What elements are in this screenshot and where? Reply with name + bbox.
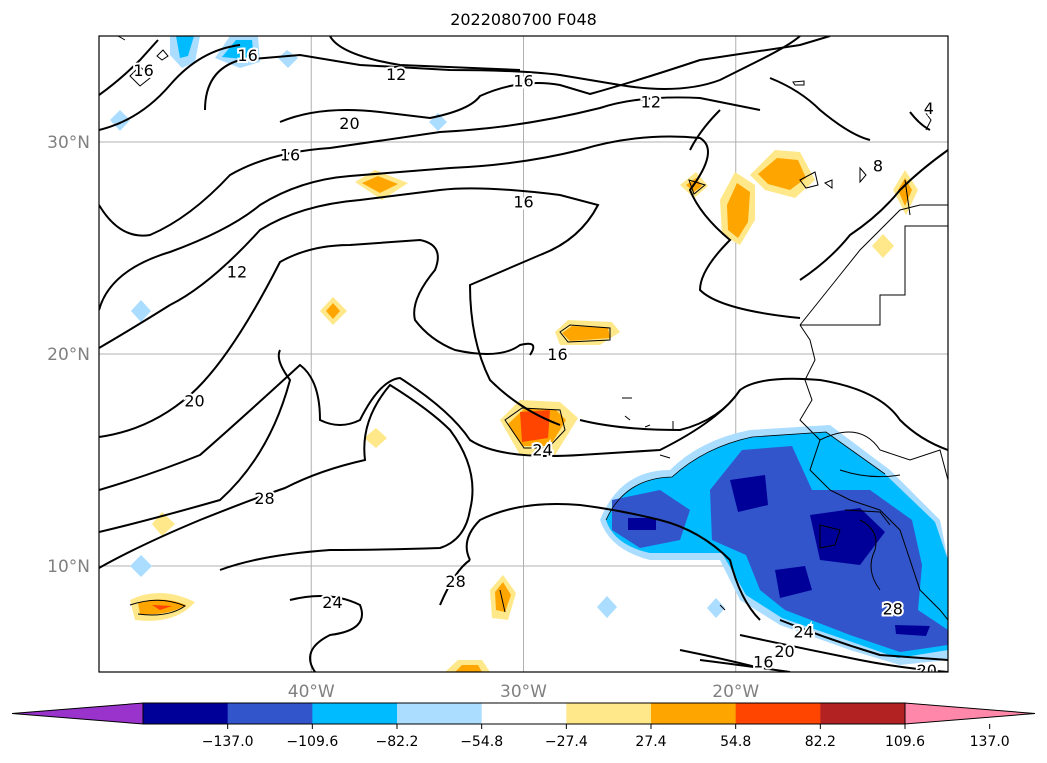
colorbar-tick-label: 27.4 (635, 734, 666, 750)
y-tick-label: 20°N (47, 345, 90, 365)
colorbar-segment (735, 703, 821, 724)
colorbar-tick-label: −27.4 (545, 734, 588, 750)
x-axis-ticks: 40°W 30°W 20°W (288, 682, 760, 702)
chart-title: 2022080700 F048 (450, 10, 597, 29)
x-tick-label: 20°W (712, 682, 759, 702)
contour-label: 16 (753, 652, 773, 671)
colorbar-extend-low (11, 702, 144, 725)
x-tick-label: 40°W (288, 682, 335, 702)
y-tick-label: 10°N (47, 557, 90, 577)
colorbar-tick-label: 109.6 (885, 734, 925, 750)
map-frame (98, 35, 949, 673)
colorbar-tick-label: 82.2 (805, 734, 836, 750)
contour-lines (99, 36, 948, 672)
colorbar-segment (820, 703, 906, 724)
contour-label: 4 (924, 99, 934, 118)
y-axis-ticks: 30°N 20°N 10°N (47, 133, 90, 577)
contour-label: 12 (641, 93, 661, 112)
colorbar-frame (142, 702, 906, 725)
x-tick-label: 30°W (500, 682, 547, 702)
colorbar-ticks: −137.0 −109.6 −82.2 −54.8 −27.4 27.4 54.8 82.2 1… (202, 724, 1010, 750)
contour-label: 16 (513, 72, 533, 91)
colorbar-tick-label: 137.0 (970, 734, 1010, 750)
colorbar-segment (566, 703, 652, 724)
contour-label: 20 (917, 661, 937, 680)
contour-label: 16 (513, 192, 533, 211)
contour-label: 12 (386, 65, 406, 84)
colorbar-extend-high (904, 702, 1036, 725)
contour-label: 16 (237, 46, 257, 65)
y-tick-label: 30°N (47, 133, 90, 153)
contour-label: 16 (547, 345, 567, 364)
colorbar-segment (312, 703, 398, 724)
contour-label: 16 (133, 61, 153, 80)
contour-label: 24 (322, 593, 342, 612)
colorbar-tick-label: −82.2 (376, 734, 419, 750)
colorbar-tick-label: −137.0 (202, 734, 254, 750)
contour-label: 12 (227, 262, 247, 281)
contour-label: 24 (532, 440, 552, 459)
contour-label: 16 (280, 146, 300, 165)
blue-cluster (600, 425, 948, 665)
contour-label: 28 (254, 489, 274, 508)
contour-label: 28 (883, 599, 903, 618)
contour-label: 20 (339, 114, 359, 133)
colorbar-segment (481, 703, 567, 724)
colorbar-segment (227, 703, 313, 724)
coastlines (117, 36, 948, 621)
colorbar-segment (397, 703, 483, 724)
contour-label: 8 (873, 156, 883, 175)
colorbar-tick-label: −54.8 (460, 734, 503, 750)
contour-label: 20 (774, 642, 794, 661)
contour-label: 24 (793, 623, 813, 642)
colorbar-tick-label: −109.6 (286, 734, 338, 750)
contour-label: 28 (445, 572, 465, 591)
colorbar-segment (143, 703, 229, 724)
colorbar (11, 702, 1036, 725)
colorbar-segment (651, 703, 737, 724)
colorbar-tick-label: 54.8 (720, 734, 751, 750)
contour-label: 20 (184, 392, 204, 411)
